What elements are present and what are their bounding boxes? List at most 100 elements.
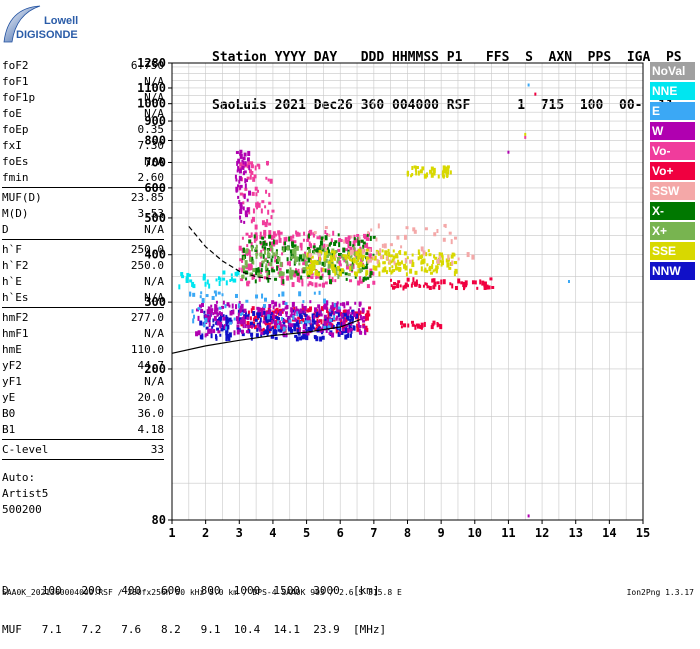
y-tick-label: 900	[144, 114, 166, 128]
echo-point	[349, 306, 352, 310]
echo-point	[255, 294, 259, 299]
echo-point	[422, 284, 425, 288]
param-row: D N/A	[2, 222, 164, 238]
param-value: 0.35	[137, 123, 165, 136]
echo-point	[247, 161, 251, 167]
echo-point	[347, 331, 350, 337]
echo-point	[384, 266, 387, 270]
param-name: MUF(D)	[2, 191, 42, 204]
param-value: N/A	[144, 223, 164, 236]
param-row: foF2 6.750	[2, 58, 164, 74]
echo-point	[342, 257, 345, 261]
echo-point	[415, 166, 419, 170]
echo-point	[447, 166, 450, 171]
echo-point	[271, 319, 274, 324]
echo-point	[335, 328, 339, 334]
echo-point	[338, 260, 342, 265]
echo-point	[354, 301, 357, 305]
echo-point	[329, 279, 333, 285]
echo-point	[254, 248, 258, 252]
echo-point	[266, 333, 269, 337]
param-value: 36.0	[137, 407, 165, 420]
echo-point	[219, 333, 222, 337]
auto-version: 500200	[2, 503, 42, 516]
echo-point	[199, 320, 203, 326]
echo-point	[331, 252, 335, 257]
echo-point	[383, 261, 386, 265]
echo-point	[252, 208, 255, 214]
echo-point	[310, 255, 314, 259]
echo-point	[343, 309, 347, 315]
echo-point	[403, 284, 407, 289]
echo-point	[274, 332, 277, 336]
echo-point	[239, 202, 243, 207]
echo-point	[330, 250, 334, 254]
echo-point	[392, 249, 395, 253]
echo-point	[438, 252, 441, 258]
echo-point	[350, 315, 354, 321]
echo-point	[202, 273, 206, 279]
echo-point	[241, 159, 244, 163]
echo-point	[341, 325, 345, 330]
echo-point	[214, 334, 217, 340]
echo-point	[341, 321, 345, 326]
echo-point	[411, 253, 414, 257]
echo-point	[245, 232, 249, 236]
echo-point	[358, 328, 361, 334]
echo-point	[316, 236, 320, 240]
echo-point	[346, 301, 350, 306]
echo-point	[349, 246, 353, 252]
echo-point	[324, 281, 328, 285]
echo-point	[197, 315, 200, 321]
echo-point	[241, 267, 244, 273]
echo-point	[289, 235, 293, 241]
echo-point	[328, 331, 332, 335]
echo-point	[353, 237, 356, 241]
param-name: M(D)	[2, 207, 29, 220]
echo-point	[235, 188, 238, 193]
echo-point	[306, 238, 310, 242]
echo-point	[290, 256, 294, 260]
echo-point	[325, 304, 328, 310]
echo-point	[364, 317, 367, 322]
x-tick-label: 5	[303, 526, 310, 540]
echo-point	[297, 332, 301, 336]
echo-point	[476, 286, 479, 290]
echo-point	[314, 249, 318, 253]
echo-point	[440, 260, 444, 266]
echo-point	[236, 169, 239, 173]
echo-point	[238, 317, 242, 322]
echo-point	[259, 231, 262, 237]
echo-point	[433, 254, 436, 259]
echo-point	[359, 280, 363, 284]
echo-point	[320, 319, 323, 325]
echo-point	[426, 263, 429, 267]
echo-point	[299, 336, 303, 341]
param-name: D	[2, 223, 9, 236]
param-name: yF1	[2, 375, 22, 388]
echo-point	[283, 237, 286, 242]
echo-point	[272, 231, 276, 237]
echo-point	[246, 198, 249, 202]
echo-point	[213, 290, 217, 294]
echo-point	[290, 328, 294, 333]
echo-point	[427, 249, 430, 253]
echo-point	[386, 255, 389, 260]
echo-point	[319, 240, 323, 246]
echo-point	[333, 315, 336, 321]
echo-point	[445, 171, 449, 177]
echo-point	[345, 239, 349, 244]
echo-point	[269, 178, 273, 184]
echo-point	[271, 300, 275, 305]
echo-point	[485, 284, 489, 290]
echo-point	[262, 310, 266, 315]
echo-point	[338, 271, 341, 276]
echo-point	[318, 249, 322, 253]
param-row: h`F 250.0	[2, 242, 164, 258]
echo-point	[250, 332, 254, 337]
echo-point	[446, 262, 450, 268]
param-value: N/A	[144, 75, 164, 88]
echo-point	[203, 310, 206, 314]
echo-point	[192, 284, 196, 289]
echo-point	[240, 177, 243, 182]
